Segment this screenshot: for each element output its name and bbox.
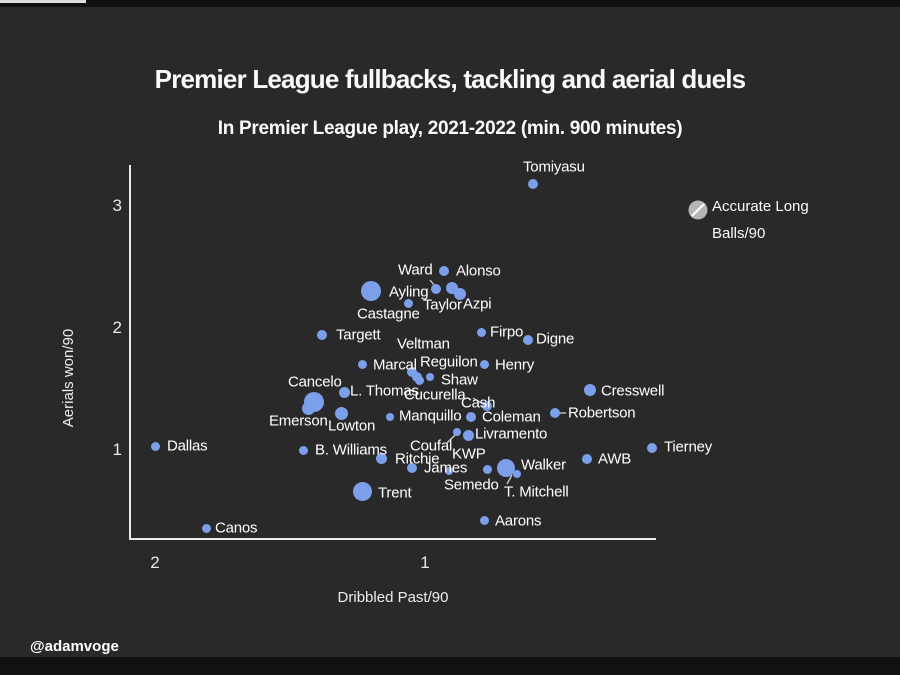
callout-lines <box>429 279 566 485</box>
point-t-mitchell <box>512 470 521 479</box>
size-legend-label: Accurate Long Balls/90 <box>712 198 809 242</box>
bubble-size-legend-icon <box>688 200 708 220</box>
label-veltman: Veltman <box>397 335 450 353</box>
point-b-williams <box>299 445 308 455</box>
point-tierney <box>646 442 657 453</box>
chart-title: Premier League fullbacks, tackling and a… <box>154 64 746 94</box>
label-t-mitchell: T. Mitchell <box>504 483 569 501</box>
label-coufal: Coufal <box>410 437 453 455</box>
label-firpo: Firpo <box>490 323 524 341</box>
point-henry <box>479 360 489 370</box>
point-alonso <box>438 265 449 276</box>
point-marcal <box>358 360 368 370</box>
label-reguilon: Reguilon <box>420 353 478 371</box>
label-tierney: Tierney <box>664 438 713 456</box>
label-targett: Targett <box>336 326 381 344</box>
label-cresswell: Cresswell <box>601 382 665 400</box>
label-lowton: Lowton <box>328 417 376 435</box>
y-axis-line <box>129 165 131 540</box>
label-b-williams: B. Williams <box>315 441 387 459</box>
label-henry: Henry <box>495 356 535 374</box>
label-marcal: Marcal <box>373 356 417 374</box>
label-awb: AWB <box>598 450 632 468</box>
point-trent <box>353 481 373 501</box>
label-alonso: Alonso <box>456 262 501 280</box>
x-axis-title: Dribbled Past/90 <box>337 589 449 606</box>
chart-subtitle: In Premier League play, 2021-2022 (min. … <box>217 118 683 139</box>
x-tick-2: 2 <box>150 553 160 572</box>
point-aarons <box>479 516 489 526</box>
label-emerson: Emerson <box>269 412 328 430</box>
label-manquillo: Manquillo <box>399 407 462 425</box>
point-semedo <box>482 465 492 475</box>
point-kwp <box>445 466 454 475</box>
point-ritchie <box>376 453 388 465</box>
label-robertson: Robertson <box>568 404 636 422</box>
label-livramento: Livramento <box>475 425 548 443</box>
label-cash: Cash <box>461 394 496 412</box>
point-robertson <box>549 408 560 419</box>
point-firpo <box>477 328 487 338</box>
label-trent: Trent <box>378 484 412 502</box>
point-azpi <box>454 287 467 300</box>
y-tick-3: 3 <box>112 196 122 215</box>
label-shaw: Shaw <box>441 371 478 389</box>
point-awb <box>582 453 592 464</box>
x-tick-1: 1 <box>420 553 430 572</box>
callout-t-mitchell <box>506 474 513 485</box>
point-walker <box>497 459 515 478</box>
point-digne <box>522 335 533 346</box>
label-cucurella: Cucurella <box>404 386 466 404</box>
point-ayling <box>361 281 381 302</box>
point-l-thomas <box>338 387 350 399</box>
label-ritchie: Ritchie <box>395 450 440 468</box>
x-axis-line <box>129 538 656 540</box>
label-azpi: Azpi <box>463 295 492 313</box>
point-coleman <box>465 412 476 423</box>
label-semedo: Semedo <box>444 476 499 494</box>
label-james: James <box>424 459 468 477</box>
point-dallas <box>150 441 160 451</box>
label-aarons: Aarons <box>495 512 542 530</box>
point-manquillo <box>385 413 394 422</box>
label-dallas: Dallas <box>167 437 208 455</box>
point-targett <box>317 330 328 341</box>
label-taylor: Taylor <box>423 296 462 314</box>
point-veltman <box>406 366 417 377</box>
point-cucurella <box>415 375 425 385</box>
label-cancelo: Cancelo <box>288 373 342 391</box>
y-tick-1: 1 <box>112 440 122 459</box>
point-lowton <box>334 406 348 420</box>
y-tick-2: 2 <box>112 318 122 337</box>
chart-card: Premier League fullbacks, tackling and a… <box>0 7 900 657</box>
callout-cash <box>472 397 484 405</box>
label-l-thomas: L. Thomas <box>350 382 419 400</box>
point-canos <box>201 523 211 533</box>
top-edge-streak <box>0 0 86 3</box>
author-handle: @adamvoge <box>30 638 119 655</box>
point-castagne <box>404 299 414 309</box>
point-james <box>406 463 417 474</box>
point-cresswell <box>583 384 596 397</box>
label-castagne: Castagne <box>357 305 420 323</box>
callout-coufal <box>446 434 456 444</box>
label-digne: Digne <box>536 330 575 348</box>
point-emerson <box>302 402 316 416</box>
point-coufal <box>453 427 462 436</box>
point-livramento <box>462 429 474 441</box>
label-kwp: KWP <box>452 445 486 463</box>
label-ayling: Ayling <box>389 283 429 301</box>
label-ward: Ward <box>398 261 433 279</box>
label-tomiyasu: Tomiyasu <box>523 158 585 176</box>
label-walker: Walker <box>521 456 566 474</box>
point-ward <box>430 283 441 294</box>
point-tomiyasu <box>528 179 538 190</box>
label-coleman: Coleman <box>482 408 541 426</box>
point-cash <box>482 401 493 412</box>
label-canos: Canos <box>215 519 258 537</box>
point-shaw <box>426 372 435 381</box>
